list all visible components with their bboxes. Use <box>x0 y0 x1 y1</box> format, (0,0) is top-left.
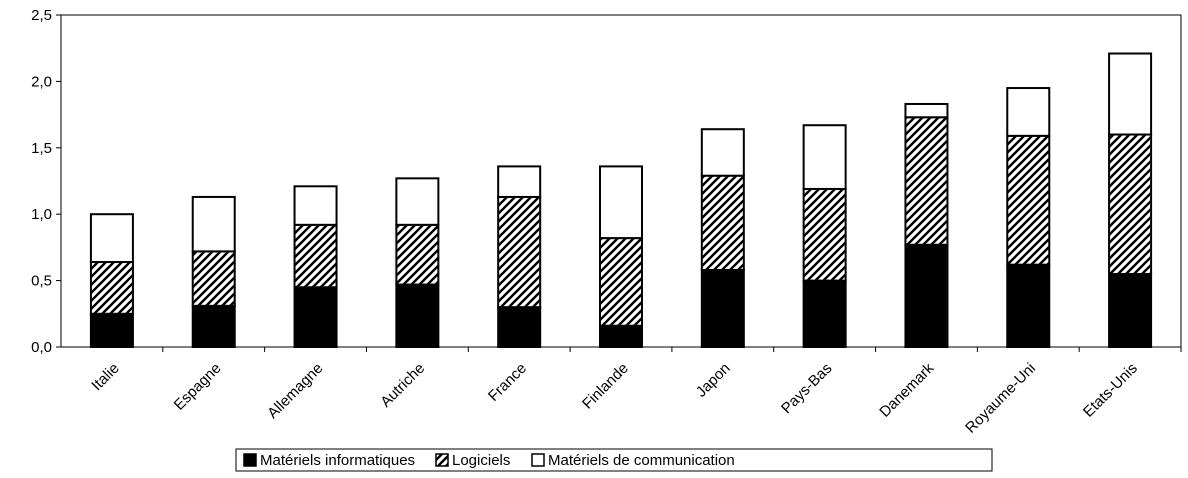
x-category-label: Espagne <box>171 360 225 414</box>
legend-swatch-2 <box>435 453 449 467</box>
x-category-label: Royaume-Uni <box>962 360 1039 437</box>
bar-segment-2 <box>1108 133 1153 275</box>
bar-segment-3 <box>904 102 949 119</box>
bar-segment-2 <box>904 116 949 246</box>
bar-segment-1 <box>293 286 338 348</box>
bar-segment-1 <box>89 312 134 348</box>
bar-segment-3 <box>395 177 440 226</box>
bar-segment-2 <box>497 195 542 309</box>
bar-segment-1 <box>395 283 440 349</box>
bar-segment-3 <box>802 124 847 190</box>
y-tick-label: 2,0 <box>31 73 52 90</box>
bar-segment-1 <box>191 304 236 348</box>
bar-segment-3 <box>1108 52 1153 136</box>
x-category-label: Autriche <box>377 360 428 411</box>
bar-segment-1 <box>497 306 542 349</box>
bar-segment-2 <box>1006 134 1051 266</box>
x-category-label: Italie <box>88 360 122 394</box>
y-tick-label: 0,5 <box>31 273 52 290</box>
y-tick-label: 1,0 <box>31 206 52 223</box>
legend: Matériels informatiques Logiciels Matériel… <box>235 448 993 472</box>
bar-segment-3 <box>191 195 236 253</box>
legend-box <box>235 448 993 472</box>
x-category-label: Pays-Bas <box>778 360 835 417</box>
bar-segment-2 <box>802 187 847 282</box>
bar-segment-1 <box>700 268 745 349</box>
legend-label-1: Matériels informatiques <box>260 452 415 469</box>
legend-swatch-3 <box>531 453 545 467</box>
bar-segment-3 <box>89 213 134 264</box>
x-category-label: France <box>485 360 530 405</box>
y-tick-label: 1,5 <box>31 140 52 157</box>
bar-segment-2 <box>599 237 643 327</box>
y-tick-label: 0,0 <box>31 339 52 356</box>
bar-segment-2 <box>293 223 338 289</box>
bar-segment-2 <box>89 261 134 315</box>
bar-segment-3 <box>497 165 542 198</box>
bars-group <box>89 52 1153 349</box>
x-category-label: Allemagne <box>264 360 326 422</box>
bar-segment-3 <box>1006 87 1051 137</box>
bar-segment-1 <box>599 324 643 349</box>
bar-segment-1 <box>802 279 847 349</box>
bar-segment-1 <box>904 243 949 348</box>
bar-segment-2 <box>395 223 440 286</box>
legend-label-3: Matériels de communication <box>548 452 735 469</box>
y-tick-label: 2,5 <box>31 7 52 24</box>
x-category-label: Etats-Unis <box>1080 360 1141 421</box>
bar-segment-2 <box>191 250 236 307</box>
legend-label-2: Logiciels <box>452 452 510 469</box>
x-axis: Italie Espagne Allemagne Autriche France Finl… <box>88 347 1182 437</box>
bar-segment-3 <box>599 165 643 240</box>
bar-segment-3 <box>700 128 745 177</box>
bar-segment-1 <box>1006 263 1051 348</box>
x-category-label: Danemark <box>876 359 937 420</box>
x-category-label: Japon <box>693 360 734 401</box>
bar-segment-3 <box>293 185 338 226</box>
legend-swatch-1 <box>243 453 257 467</box>
bar-segment-1 <box>1108 272 1153 348</box>
x-category-label: Finlande <box>579 360 632 413</box>
bar-segment-2 <box>700 174 745 271</box>
